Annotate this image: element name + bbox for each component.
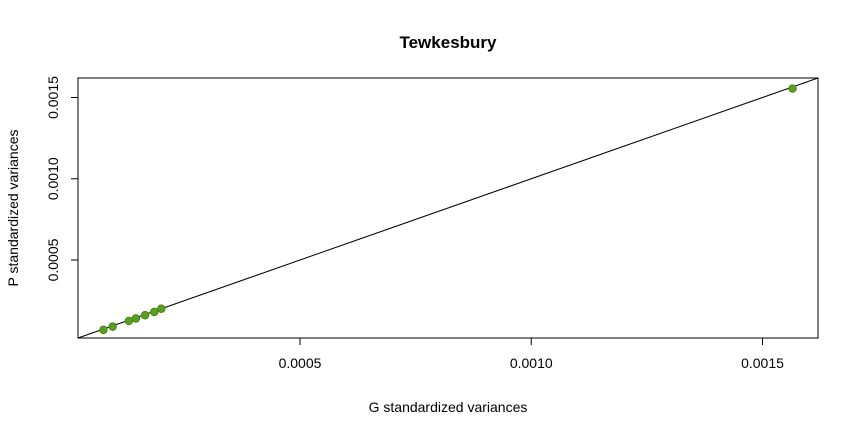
plot-area: [77, 77, 819, 339]
data-point: [108, 322, 117, 331]
chart-title: Tewkesbury: [399, 33, 497, 52]
data-point: [124, 316, 134, 326]
x-tick-label: 0.0010: [510, 355, 553, 371]
data-point: [788, 84, 797, 93]
y-tick-label: 0.0005: [45, 238, 61, 281]
data-point: [140, 311, 150, 320]
data-point: [157, 304, 166, 313]
y-tick-label: 0.0010: [45, 157, 61, 200]
x-axis-label: G standardized variances: [369, 399, 528, 415]
x-tick-label: 0.0005: [279, 355, 322, 371]
x-axis: 0.0005 0.0010 0.0015: [279, 337, 784, 371]
data-points: [99, 84, 797, 335]
y-axis: 0.0005 0.0010 0.0015: [45, 76, 79, 281]
identity-reference-line: [77, 77, 819, 339]
y-axis-label: P standardized variances: [5, 130, 21, 287]
data-point: [131, 314, 141, 323]
data-point: [99, 325, 108, 335]
x-tick-label: 0.0015: [741, 355, 784, 371]
data-point: [150, 307, 159, 317]
y-tick-label: 0.0015: [45, 76, 61, 119]
